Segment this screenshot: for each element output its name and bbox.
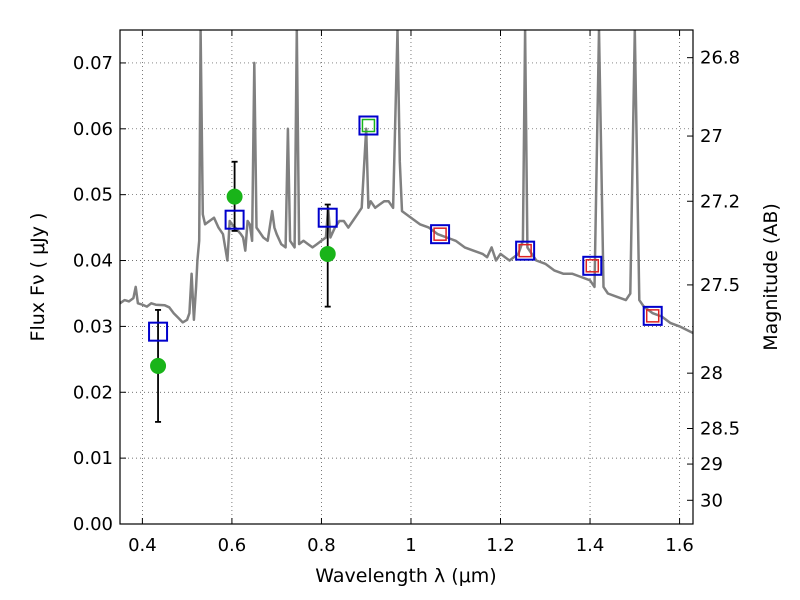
data-point-square-inner xyxy=(518,243,532,258)
data-point-square xyxy=(515,240,536,261)
data-point-circle xyxy=(319,245,336,262)
x-tick-label: 1.4 xyxy=(576,535,605,556)
data-point-square xyxy=(430,224,451,245)
x-axis-label: Wavelength λ (μm) xyxy=(315,565,496,587)
spectrum-line xyxy=(120,30,693,335)
mag-tick-label: 28.5 xyxy=(700,418,740,439)
data-point-square xyxy=(148,321,169,342)
data-point-circle xyxy=(150,357,167,374)
y-tick-label: 0.01 xyxy=(73,448,113,469)
mag-tick-label: 27.2 xyxy=(700,191,740,212)
x-tick-label: 0.4 xyxy=(128,535,157,556)
series-layer xyxy=(120,30,693,423)
data-point-square xyxy=(224,209,245,230)
x-tick-label: 0.8 xyxy=(307,535,336,556)
mag-tick-label: 27 xyxy=(700,126,723,147)
data-point-square xyxy=(358,115,379,136)
y-tick-label: 0.03 xyxy=(73,316,113,337)
data-point-circle xyxy=(226,188,243,205)
y-tick-label: 0.00 xyxy=(73,514,113,535)
plot-frame xyxy=(119,29,694,525)
data-point-square xyxy=(642,305,663,326)
mag-tick-label: 26.8 xyxy=(700,48,740,69)
grid xyxy=(120,30,693,525)
y-tick-label: 0.05 xyxy=(73,185,113,206)
data-point-square-inner xyxy=(361,118,376,133)
data-point-square xyxy=(317,207,338,228)
x-tick-label: 1.6 xyxy=(665,535,694,556)
y-tick-label: 0.04 xyxy=(73,251,113,272)
mag-tick-label: 28 xyxy=(700,363,723,384)
y-tick-label: 0.07 xyxy=(73,53,113,74)
data-point-square-inner xyxy=(585,259,600,273)
x-tick-label: 0.6 xyxy=(218,535,247,556)
mag-tick-label: 27.5 xyxy=(700,275,740,296)
x-tick-label: 1.2 xyxy=(486,535,515,556)
data-point-square-inner xyxy=(645,309,660,323)
y-tick-label: 0.02 xyxy=(73,382,113,403)
y-axis-right-label: Magnitude (AB) xyxy=(760,203,782,351)
data-point-square xyxy=(582,255,603,276)
y-axis-label: Flux Fν ( μJy ) xyxy=(27,213,49,342)
mag-tick-label: 29 xyxy=(700,454,723,475)
mag-tick-label: 30 xyxy=(700,490,723,511)
data-point-square-inner xyxy=(433,227,447,241)
axes: 0.4 0.6 0.8 1 1.2 1.4 1.6 0.00 0.01 0.02 0.03 0.04 0… xyxy=(73,30,740,556)
x-tick-label: 1 xyxy=(405,535,416,556)
y-tick-label: 0.06 xyxy=(73,119,113,140)
